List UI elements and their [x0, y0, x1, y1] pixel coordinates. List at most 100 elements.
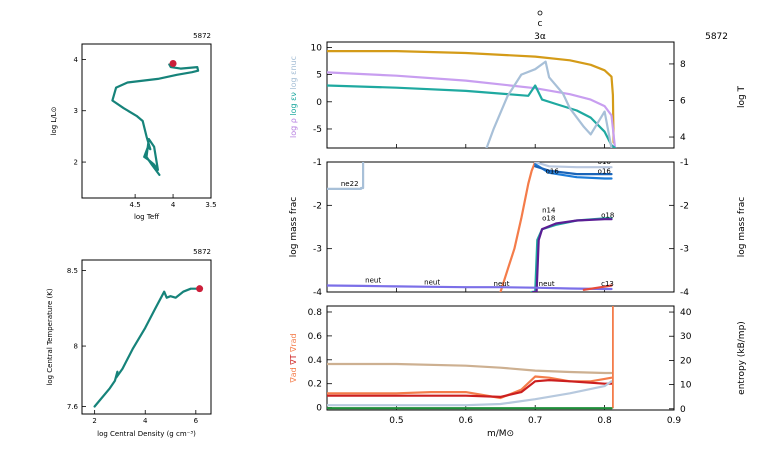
profile-bot-ylabel-left: ∇ad ∇T ∇rad	[289, 333, 298, 383]
profile-bot-ylabel-right: entropy (kB/mp)	[737, 321, 747, 395]
profile-bot-left-tick-label: 0.6	[308, 332, 323, 342]
profile-top-left-tick-label: 5	[316, 71, 322, 81]
hr-x-label: log Teff	[134, 213, 159, 221]
profile-mid-frame	[326, 161, 675, 293]
profile-mid-line	[534, 165, 613, 176]
profile-mid-right-tick-label: -3	[680, 245, 689, 255]
profile-top-right-tick-label: 8	[680, 60, 686, 70]
profile-mid-line-label: neut	[365, 276, 381, 284]
profile-mid-line-label: n14	[542, 207, 556, 215]
profile-bot-left-tick-label: 0.4	[308, 356, 323, 366]
profile-top-ylabel-left-part: log εnuc	[289, 56, 298, 92]
profile-bot-frame	[326, 305, 675, 411]
profile-bot-line	[327, 379, 613, 398]
profile-bot-right-tick-label: 40	[680, 308, 692, 318]
profile-mid-right-tick-label: -4	[680, 288, 689, 298]
profile-bot-x-tick-label: 0.7	[528, 416, 542, 426]
profile-title-c: c	[538, 19, 543, 29]
profile-top-ylabel-left-part: log εν	[289, 92, 298, 119]
central-x-tick-label: 2	[92, 417, 96, 425]
profile-top-ylabel-right: log T	[737, 85, 747, 108]
hr-y-tick-label: 3	[74, 107, 78, 115]
profile-bot-right-tick-label: 30	[680, 332, 692, 342]
central-model-number: 5872	[193, 248, 211, 256]
profile-bot-x-tick-label: 0.9	[667, 416, 682, 426]
profile-bot-x-tick-label: 0.8	[597, 416, 612, 426]
profile-bot-left-tick-label: 0.8	[308, 308, 323, 318]
profile-top-right-tick-label: 6	[680, 96, 686, 106]
profile-top-ylabel-left: log ρ log εν log εnuc	[289, 56, 298, 138]
central-x-tick-label: 6	[194, 417, 199, 425]
profile-mid-left-tick-label: -3	[313, 245, 322, 255]
profile-bot-ylabel-left-part: ∇T	[289, 354, 298, 367]
profile-title-dot	[537, 10, 543, 16]
profile-top-frame	[326, 41, 675, 149]
profile-bot-right-tick-label: 0	[680, 405, 686, 415]
profile-mid-left-tick-label: -1	[313, 158, 322, 168]
profile-top-line	[485, 60, 613, 148]
profile-top-line	[327, 84, 617, 148]
profile-top-left-tick-label: -5	[313, 125, 322, 135]
profile-top-ylabel-left-part: log ρ	[289, 118, 298, 138]
profile-bot-right-tick-label: 20	[680, 356, 692, 366]
profile-mid-line-label: c13	[601, 280, 614, 288]
profile-mid-right-tick-label: -2	[680, 201, 689, 211]
hr-y-tick-label: 4	[74, 56, 79, 64]
profile-top-ylabel-left-group: log ρ log εν log εnuc	[289, 56, 298, 138]
central-track	[93, 287, 200, 408]
hr-model-number: 5872	[193, 32, 211, 40]
profile-mid-right-tick-label: -1	[680, 158, 689, 168]
central-x-tick-label: 4	[143, 417, 148, 425]
profile-bot-right-tick-label: 10	[680, 381, 692, 391]
profile-mid-line	[531, 218, 613, 292]
profile-bot-ylabel-left-part: ∇ad	[289, 367, 298, 383]
profile-subtitle: 3α	[534, 32, 546, 42]
profile-mid-line-label: o18	[601, 211, 614, 219]
profile-bot-x-tick-label: 0.5	[389, 416, 403, 426]
central-frame	[81, 259, 212, 415]
profile-bot-left-tick-label: 0	[316, 404, 322, 414]
profile-mid-line-label: o18	[542, 215, 555, 223]
profile-mid-line	[499, 162, 537, 292]
central-y-tick-label: 7.6	[67, 403, 79, 411]
hr-track	[111, 63, 200, 176]
profile-bot-x-tick-label: 0.6	[459, 416, 474, 426]
hr-x-tick-label: 3.5	[205, 201, 216, 209]
profile-mid-line	[582, 284, 613, 291]
central-y-label: log Central Temperature (K)	[46, 288, 54, 385]
profile-mid-line-label: o16	[598, 158, 612, 166]
profile-bot-line	[327, 362, 613, 375]
profile-mid-line-label: ne22	[341, 180, 359, 188]
central-current-point	[196, 285, 204, 293]
profile-bot-ylabel-left-part: ∇rad	[289, 333, 298, 354]
profile-mid-left-tick-label: -2	[313, 201, 322, 211]
hr-frame	[81, 43, 212, 199]
hr-current-point	[169, 60, 177, 68]
profile-mid-line-label: neut	[539, 280, 555, 288]
central-y-tick-label: 8.5	[67, 267, 78, 275]
profile-mid-line	[327, 284, 613, 291]
profile-mid-line	[534, 162, 613, 169]
profile-mid-line-label: neut	[424, 279, 440, 287]
profile-top-left-tick-label: 10	[311, 43, 323, 53]
profile-top-line	[327, 71, 617, 148]
profile-bot-x-label: m/M⊙	[487, 429, 514, 439]
central-y-tick-label: 8	[74, 343, 78, 351]
hr-x-tick-label: 4	[171, 201, 176, 209]
profile-top-line	[327, 49, 615, 144]
profile-mid-ylabel-right: log mass frac	[737, 197, 747, 257]
profile-mid-line-label: o16	[598, 168, 612, 176]
profile-bot-left-tick-label: 0.2	[308, 380, 322, 390]
profile-mid-line	[327, 162, 365, 190]
profile-mid-line-label: o16	[546, 167, 560, 175]
profile-bot-line	[327, 380, 613, 407]
profile-model-number: 5872	[705, 32, 728, 42]
hr-y-label: log L/L⊙	[50, 107, 58, 136]
profile-bot-ylabel-left-group: ∇ad ∇T ∇rad	[289, 333, 298, 383]
profile-mid-ylabel-left: log mass frac	[289, 197, 299, 257]
profile-mid-left-tick-label: -4	[313, 288, 322, 298]
hr-x-tick-label: 4.5	[130, 201, 141, 209]
profile-mid-line-label: neut	[494, 280, 510, 288]
hr-y-tick-label: 2	[74, 159, 78, 167]
